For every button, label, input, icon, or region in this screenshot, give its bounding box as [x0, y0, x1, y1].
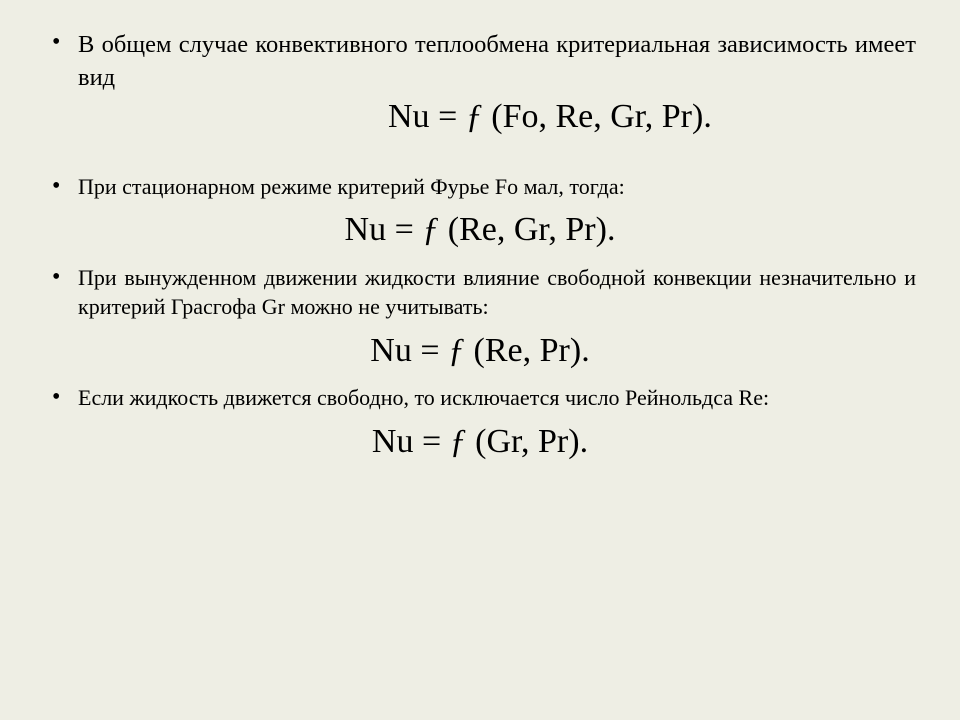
- bullet-item-2: При стационарном режиме критерий Фурье F…: [44, 172, 916, 202]
- bullet-list-2: При вынужденном движении жидкости влияни…: [44, 263, 916, 322]
- bullet-list-3: Если жидкость движется свободно, то искл…: [44, 383, 916, 413]
- eq4-args: (Gr, Pr).: [475, 423, 588, 460]
- eq1-lhs: Nu: [388, 98, 430, 135]
- equation-2: Nu = ƒ (Re, Gr, Pr).: [44, 211, 916, 248]
- eq4-f: ƒ: [450, 423, 467, 460]
- eq3-f: ƒ: [448, 332, 465, 369]
- eq2-args: (Re, Gr, Pr).: [448, 211, 616, 248]
- bullet-list: В общем случае конвективного теплообмена…: [44, 28, 916, 201]
- bullet-text-2: При стационарном режиме критерий Фурье F…: [78, 172, 916, 202]
- eq3-lhs: Nu: [370, 332, 412, 369]
- bullet-text-4: Если жидкость движется свободно, то искл…: [78, 383, 916, 413]
- eq3-args: (Re, Pr).: [474, 332, 590, 369]
- slide: В общем случае конвективного теплообмена…: [0, 0, 960, 720]
- eq4-lhs: Nu: [372, 423, 414, 460]
- bullet-item-3: При вынужденном движении жидкости влияни…: [44, 263, 916, 322]
- eq1-f: ƒ: [466, 98, 483, 135]
- eq1-args: (Fo, Re, Gr, Pr).: [491, 98, 712, 135]
- eq3-op: =: [420, 332, 439, 369]
- eq2-f: ƒ: [422, 211, 439, 248]
- eq2-lhs: Nu: [345, 211, 387, 248]
- bullet-text-3: При вынужденном движении жидкости влияни…: [78, 263, 916, 322]
- bullet-item-1: В общем случае конвективного теплообмена…: [44, 28, 916, 166]
- eq1-op: =: [438, 98, 457, 135]
- equation-3: Nu = ƒ (Re, Pr).: [44, 332, 916, 369]
- eq4-op: =: [422, 423, 441, 460]
- equation-1: Nu = ƒ (Fo, Re, Gr, Pr).: [78, 98, 916, 135]
- bullet-item-4: Если жидкость движется свободно, то искл…: [44, 383, 916, 413]
- eq2-op: =: [395, 211, 414, 248]
- equation-4: Nu = ƒ (Gr, Pr).: [44, 423, 916, 460]
- bullet-text-1: В общем случае конвективного теплообмена…: [78, 28, 916, 94]
